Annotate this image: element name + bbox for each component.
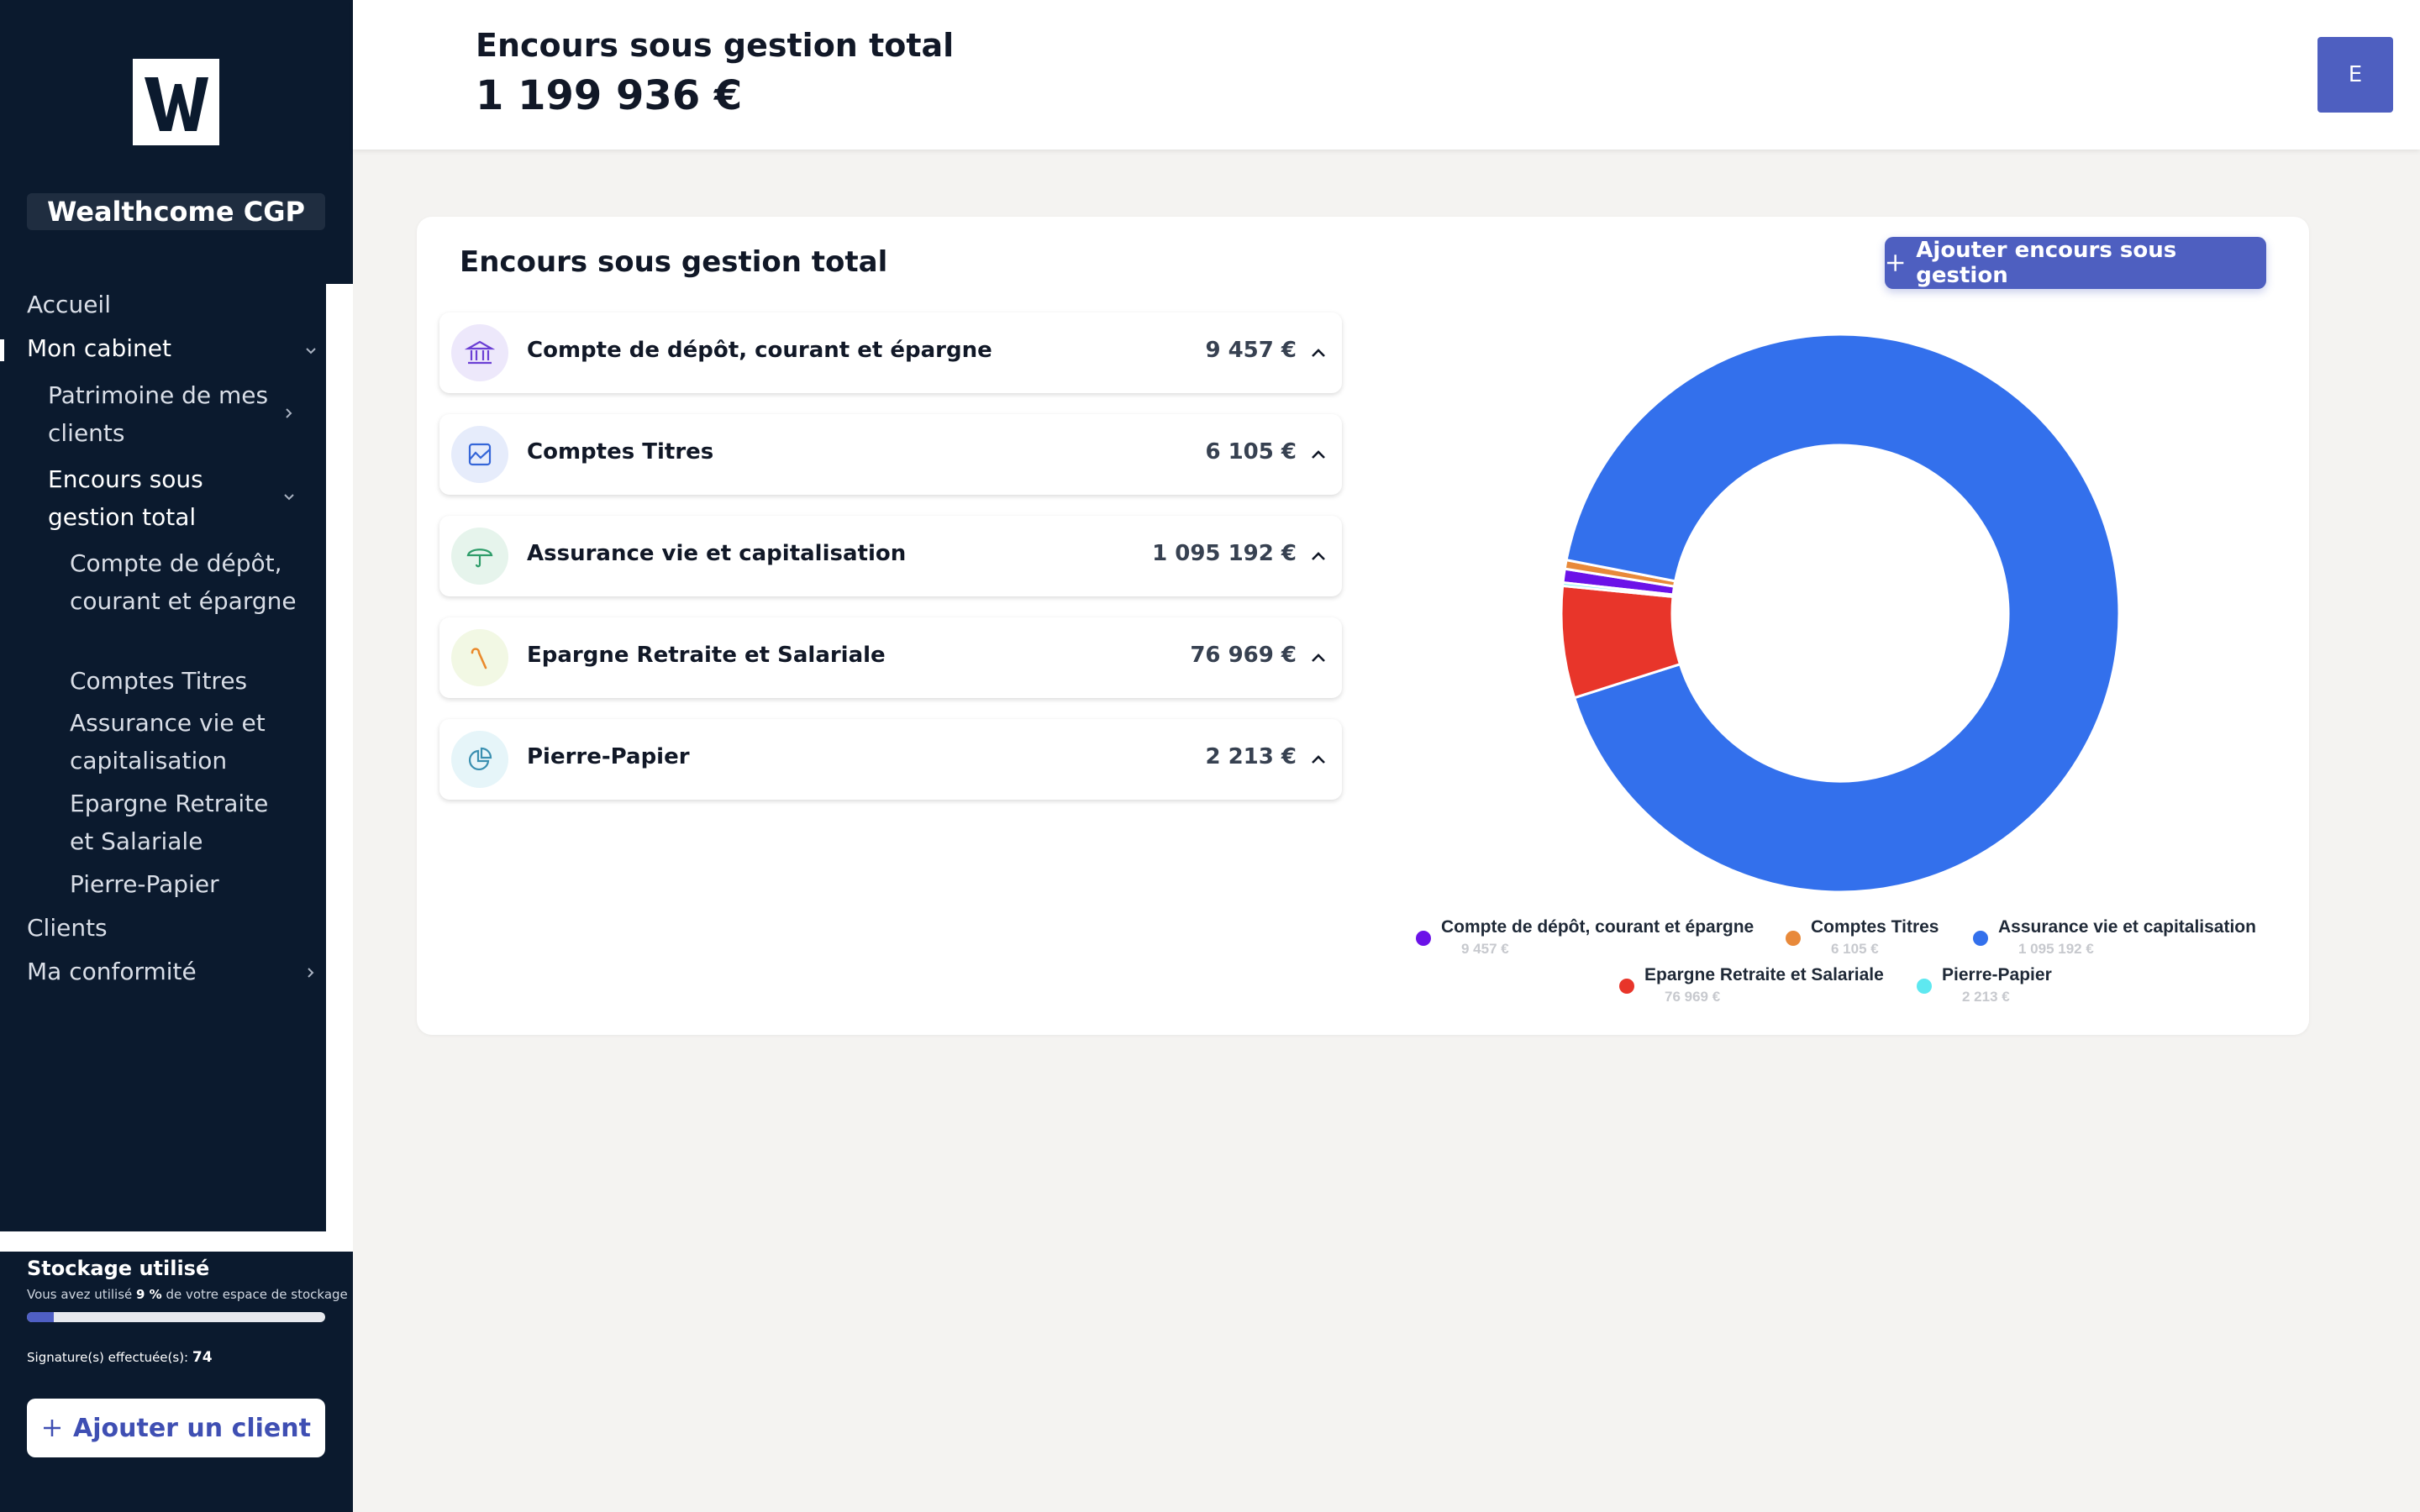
legend-dot <box>1786 931 1801 946</box>
chevron-up-icon[interactable] <box>1308 749 1328 769</box>
legend-dot <box>1619 979 1634 994</box>
signatures-count: Signature(s) effectuée(s): 74 <box>27 1349 213 1366</box>
nav-item-comptes-titres[interactable]: Comptes Titres <box>70 667 248 695</box>
add-encours-button[interactable]: Ajouter encours sous gestion <box>1885 237 2266 289</box>
account-row-assurance-vie[interactable]: Assurance vie et capitalisation 1 095 19… <box>439 516 1342 596</box>
nav-item-pierre-papier[interactable]: Pierre-Papier <box>70 870 219 898</box>
chevron-up-icon[interactable] <box>1308 546 1328 566</box>
card-title: Encours sous gestion total <box>460 245 888 279</box>
page-total-value: 1 199 936 € <box>476 72 743 119</box>
account-row-comptes-titres[interactable]: Comptes Titres 6 105 € <box>439 414 1342 495</box>
add-client-button[interactable]: Ajouter un client <box>27 1399 325 1457</box>
legend-dot <box>1973 931 1988 946</box>
signatures-value: 74 <box>192 1349 213 1366</box>
account-value: 1 095 192 € <box>1152 541 1297 566</box>
umbrella-icon <box>451 528 508 585</box>
brand-name[interactable]: Wealthcome CGP <box>27 193 325 230</box>
plus-icon <box>1886 255 1904 271</box>
cane-icon <box>451 629 508 686</box>
account-value: 2 213 € <box>1205 744 1297 769</box>
account-label: Comptes Titres <box>527 439 714 465</box>
legend-dot <box>1917 979 1932 994</box>
chevron-right-icon[interactable] <box>282 407 296 420</box>
nav-item-patrimoine[interactable]: Patrimoine de mes clients <box>48 381 269 447</box>
storage-text-prefix: Vous avez utilisé <box>27 1287 137 1302</box>
sidebar-separator <box>0 1231 353 1252</box>
legend-label: Assurance vie et capitalisation <box>1998 917 2256 937</box>
legend-label: Epargne Retraite et Salariale <box>1644 965 1884 984</box>
storage-percent: 9 % <box>136 1287 162 1302</box>
storage-progress-fill <box>27 1312 54 1322</box>
nav-item-accueil[interactable]: Accueil <box>27 291 111 318</box>
account-value: 76 969 € <box>1190 643 1297 668</box>
account-row-epargne-retraite[interactable]: Epargne Retraite et Salariale 76 969 € <box>439 617 1342 698</box>
chevron-right-icon[interactable] <box>304 966 318 979</box>
nav-item-ma-conformite[interactable]: Ma conformité <box>27 958 197 985</box>
chevron-down-icon[interactable] <box>282 491 296 504</box>
legend-label: Compte de dépôt, courant et épargne <box>1441 917 1754 937</box>
chevron-up-icon[interactable] <box>1308 343 1328 363</box>
sidebar <box>0 0 353 1512</box>
storage-title: Stockage utilisé <box>27 1257 210 1280</box>
storage-text-suffix: de votre espace de stockage <box>161 1287 348 1302</box>
slice-pierre-papier[interactable] <box>1560 580 1675 599</box>
legend-value: 76 969 € <box>1665 989 1721 1005</box>
nav-item-assurance-vie[interactable]: Assurance vie et capitalisation <box>70 709 266 774</box>
nav-item-mon-cabinet[interactable]: Mon cabinet <box>27 334 171 362</box>
account-label: Assurance vie et capitalisation <box>527 541 907 566</box>
sidebar-divider <box>326 284 353 1231</box>
account-label: Compte de dépôt, courant et épargne <box>527 338 992 363</box>
chart-icon <box>451 426 508 483</box>
account-label: Epargne Retraite et Salariale <box>527 643 886 668</box>
account-value: 9 457 € <box>1205 338 1297 363</box>
account-row-pierre-papier[interactable]: Pierre-Papier 2 213 € <box>439 719 1342 800</box>
legend-value: 1 095 192 € <box>2018 941 2094 957</box>
active-nav-indicator <box>0 339 4 361</box>
app-logo[interactable] <box>133 59 219 145</box>
nav-item-epargne-retraite[interactable]: Epargne Retraite et Salariale <box>70 790 269 855</box>
top-bar <box>353 0 2420 150</box>
nav-item-compte-depot[interactable]: Compte de dépôt, courant et épargne <box>70 549 297 615</box>
account-value: 6 105 € <box>1205 439 1297 465</box>
user-avatar-button[interactable]: E <box>2317 37 2393 113</box>
logo-w-icon <box>133 59 219 145</box>
legend-value: 6 105 € <box>1831 941 1879 957</box>
legend-value: 9 457 € <box>1461 941 1509 957</box>
page-title: Encours sous gestion total <box>476 27 955 64</box>
legend-value: 2 213 € <box>1962 989 2010 1005</box>
signatures-label: Signature(s) effectuée(s): <box>27 1350 192 1365</box>
nav-item-clients[interactable]: Clients <box>27 914 108 942</box>
storage-progress-bar <box>27 1312 325 1322</box>
nav-item-encours[interactable]: Encours sous gestion total <box>48 465 203 531</box>
add-encours-label: Ajouter encours sous gestion <box>1916 238 2177 288</box>
legend-label: Comptes Titres <box>1811 917 1939 937</box>
chevron-up-icon[interactable] <box>1308 444 1328 465</box>
legend-label: Pierre-Papier <box>1942 965 2052 984</box>
legend-dot <box>1416 931 1431 946</box>
slice-assurance-vie[interactable] <box>1565 333 2121 894</box>
chevron-up-icon[interactable] <box>1308 648 1328 668</box>
pie-icon <box>451 731 508 788</box>
storage-description: Vous avez utilisé 9 % de votre espace de… <box>27 1287 348 1302</box>
account-label: Pierre-Papier <box>527 744 690 769</box>
account-row-compte-depot[interactable]: Compte de dépôt, courant et épargne 9 45… <box>439 312 1342 393</box>
chevron-down-icon[interactable] <box>304 344 318 358</box>
add-client-label: Ajouter un client <box>73 1413 311 1443</box>
plus-icon <box>44 1420 61 1436</box>
bank-icon <box>451 324 508 381</box>
encours-donut-chart <box>1560 333 2121 894</box>
